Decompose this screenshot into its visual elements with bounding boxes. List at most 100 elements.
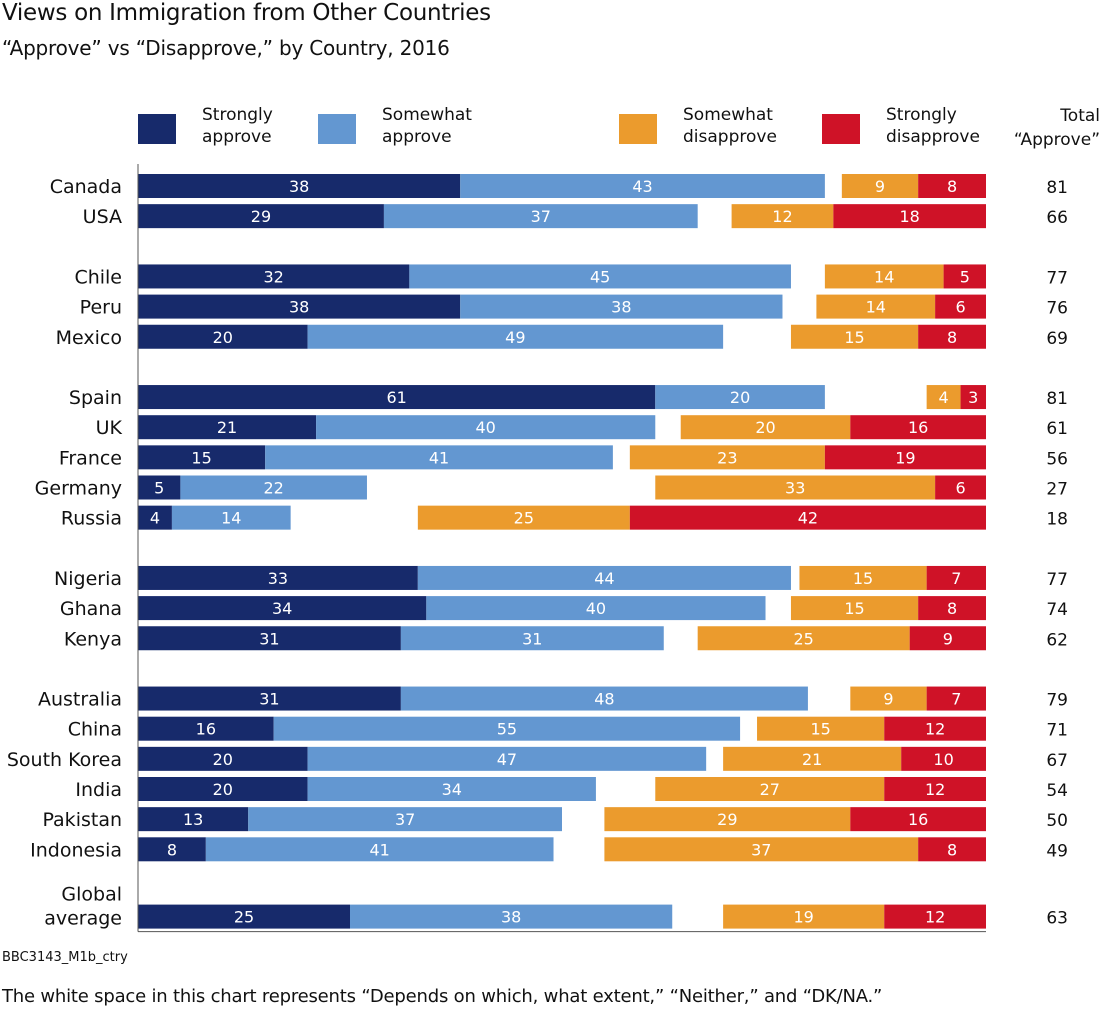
- bar-somewhat-disapprove-uk: [680, 415, 851, 440]
- bar-label-strongly-approve-nigeria: 33: [268, 569, 288, 588]
- legend-label-strongly-disapprove: Strongly disapprove: [886, 104, 980, 148]
- total-approve-spain: 81: [1046, 389, 1068, 409]
- bar-label-strongly-approve-china: 16: [196, 720, 216, 739]
- bar-somewhat-approve-chile: [409, 264, 791, 289]
- bar-label-strongly-disapprove-global-average: 12: [925, 908, 945, 927]
- bar-somewhat-approve-pakistan: [248, 807, 563, 832]
- bar-label-somewhat-disapprove-pakistan: 29: [717, 810, 737, 829]
- bar-somewhat-disapprove-ghana: [790, 596, 919, 621]
- bar-label-somewhat-approve-mexico: 49: [505, 328, 525, 347]
- bar-label-strongly-disapprove-india: 12: [925, 780, 945, 799]
- legend-swatch-strongly-approve: [138, 114, 176, 144]
- bar-somewhat-disapprove-south-korea: [723, 746, 902, 771]
- bar-strongly-approve-spain: [138, 385, 656, 410]
- bar-label-strongly-disapprove-chile: 5: [960, 267, 970, 286]
- total-approve-uk: 61: [1046, 419, 1068, 439]
- bar-label-strongly-disapprove-china: 12: [925, 720, 945, 739]
- bar-label-strongly-approve-pakistan: 13: [183, 810, 203, 829]
- bar-somewhat-approve-kenya: [400, 626, 664, 651]
- legend-label-somewhat-approve: Somewhat approve: [382, 104, 472, 148]
- bar-label-somewhat-disapprove-usa: 12: [772, 207, 792, 226]
- bar-strongly-approve-uk: [138, 415, 317, 440]
- bar-strongly-disapprove-indonesia: [918, 837, 986, 862]
- bar-somewhat-disapprove-chile: [824, 264, 944, 289]
- bar-label-strongly-approve-south-korea: 20: [213, 750, 233, 769]
- bar-label-somewhat-disapprove-indonesia: 37: [751, 840, 771, 859]
- bar-strongly-approve-canada: [138, 174, 461, 198]
- bar-somewhat-approve-uk: [316, 415, 656, 440]
- bar-somewhat-approve-canada: [460, 174, 825, 198]
- bar-strongly-disapprove-france: [824, 445, 986, 470]
- bar-label-strongly-approve-mexico: 20: [213, 328, 233, 347]
- bar-somewhat-approve-germany: [180, 475, 367, 500]
- country-label-global-average: Global: [61, 884, 122, 906]
- bar-label-strongly-approve-kenya: 31: [259, 629, 279, 648]
- bar-label-strongly-disapprove-france: 19: [895, 448, 915, 467]
- total-header-line: “Approve”: [1013, 130, 1100, 150]
- bar-label-somewhat-approve-ghana: 40: [586, 599, 606, 618]
- bar-label-strongly-disapprove-australia: 7: [951, 690, 961, 709]
- bar-strongly-disapprove-ghana: [918, 596, 986, 621]
- bar-label-somewhat-approve-uk: 40: [476, 418, 496, 437]
- bar-somewhat-approve-india: [307, 777, 596, 801]
- bar-label-strongly-disapprove-germany: 6: [955, 479, 965, 498]
- bar-label-strongly-approve-canada: 38: [289, 177, 309, 196]
- bar-label-strongly-disapprove-kenya: 9: [943, 629, 953, 648]
- bar-strongly-disapprove-germany: [935, 475, 986, 500]
- bar-somewhat-disapprove-kenya: [697, 626, 910, 651]
- bar-label-strongly-approve-peru: 38: [289, 298, 309, 317]
- total-approve-germany: 27: [1046, 480, 1068, 500]
- bar-strongly-approve-france: [138, 445, 266, 470]
- bar-label-strongly-disapprove-south-korea: 10: [933, 750, 953, 769]
- bar-label-strongly-disapprove-mexico: 8: [947, 328, 957, 347]
- bar-somewhat-disapprove-canada: [841, 174, 919, 198]
- bar-somewhat-approve-china: [273, 716, 741, 741]
- bar-label-somewhat-approve-kenya: 31: [522, 629, 542, 648]
- total-approve-usa: 66: [1046, 208, 1068, 228]
- bar-label-strongly-disapprove-uk: 16: [908, 418, 928, 437]
- bar-label-somewhat-approve-pakistan: 37: [395, 810, 415, 829]
- bar-strongly-approve-chile: [138, 264, 410, 289]
- bar-label-somewhat-disapprove-ghana: 15: [844, 599, 864, 618]
- total-header-line: Total: [1060, 106, 1100, 126]
- country-label-peru: Peru: [80, 297, 122, 319]
- bar-strongly-approve-australia: [138, 686, 401, 711]
- bar-somewhat-approve-peru: [460, 294, 783, 319]
- bar-label-somewhat-approve-south-korea: 47: [497, 750, 517, 769]
- bar-somewhat-disapprove-global-average: [723, 904, 885, 929]
- bar-somewhat-disapprove-mexico: [790, 324, 919, 349]
- bar-label-somewhat-disapprove-germany: 33: [785, 479, 805, 498]
- bar-strongly-approve-peru: [138, 294, 461, 319]
- country-label-spain: Spain: [69, 387, 122, 409]
- bar-strongly-disapprove-kenya: [909, 626, 986, 651]
- total-approve-nigeria: 77: [1046, 570, 1068, 590]
- source-code: BBC3143_M1b_ctry: [2, 950, 128, 965]
- total-approve-global-average: 63: [1046, 909, 1068, 929]
- legend-label-line: Strongly: [202, 105, 273, 125]
- country-label-france: France: [59, 447, 122, 469]
- total-approve-kenya: 62: [1046, 630, 1068, 650]
- bar-label-somewhat-disapprove-global-average: 19: [794, 908, 814, 927]
- bar-label-strongly-approve-indonesia: 8: [167, 840, 177, 859]
- bar-label-somewhat-disapprove-nigeria: 15: [853, 569, 873, 588]
- bar-somewhat-approve-france: [265, 445, 613, 470]
- bar-label-somewhat-disapprove-spain: 4: [939, 388, 949, 407]
- bar-strongly-approve-pakistan: [138, 807, 249, 832]
- country-label-australia: Australia: [38, 689, 122, 711]
- bar-label-somewhat-approve-australia: 48: [594, 690, 614, 709]
- bar-label-somewhat-approve-france: 41: [429, 448, 449, 467]
- legend-label-line: approve: [382, 127, 452, 147]
- legend-swatch-somewhat-approve: [318, 114, 356, 144]
- country-label-mexico: Mexico: [56, 327, 122, 349]
- bar-strongly-approve-global-average: [138, 904, 350, 929]
- bar-somewhat-approve-indonesia: [205, 837, 554, 862]
- total-approve-ghana: 74: [1046, 600, 1068, 620]
- bar-label-strongly-disapprove-russia: 42: [798, 509, 818, 528]
- bar-somewhat-disapprove-france: [629, 445, 825, 470]
- bar-label-strongly-approve-france: 15: [191, 448, 211, 467]
- legend-label-line: disapprove: [683, 127, 777, 147]
- country-label-chile: Chile: [74, 266, 122, 288]
- bar-somewhat-disapprove-germany: [655, 475, 936, 500]
- bar-label-somewhat-disapprove-australia: 9: [883, 690, 893, 709]
